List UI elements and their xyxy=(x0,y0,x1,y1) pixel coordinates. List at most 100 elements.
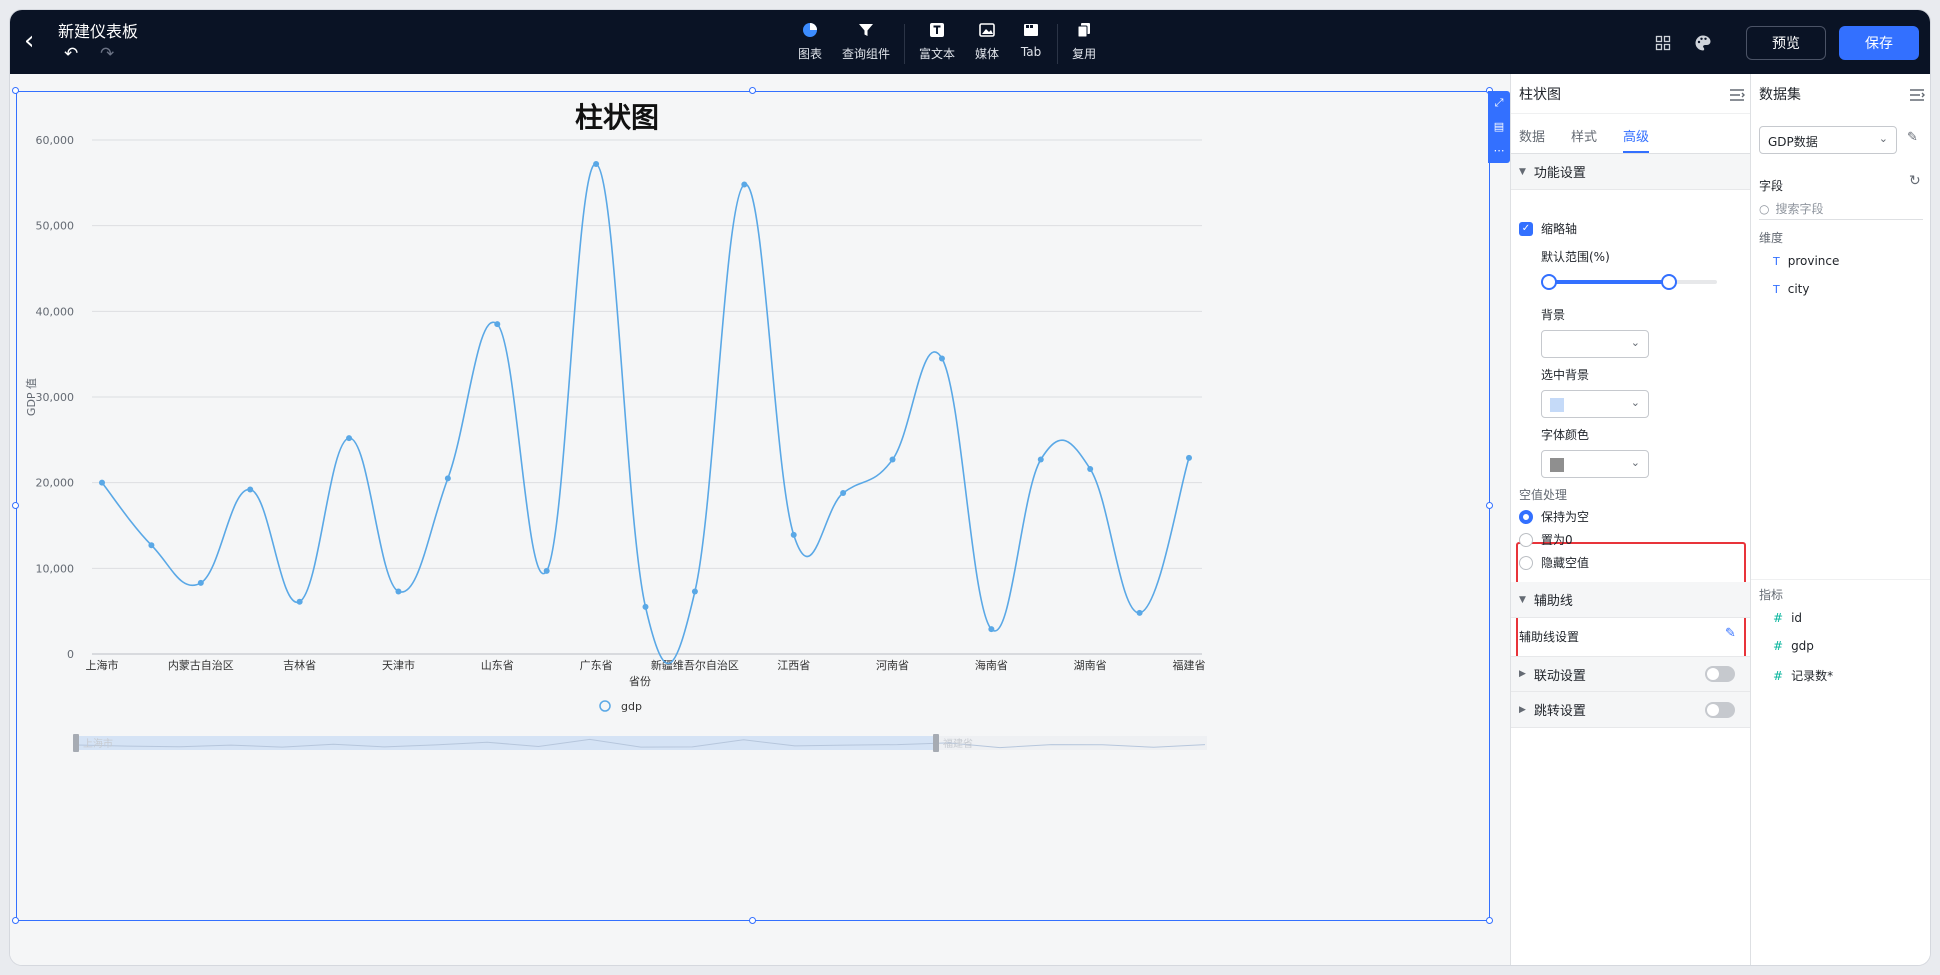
jump-toggle[interactable] xyxy=(1705,702,1735,718)
chart-title: 柱状图 xyxy=(575,101,659,134)
edit-icon[interactable]: ✎ xyxy=(1725,626,1736,641)
null-option-set-zero[interactable]: 置为0 xyxy=(1519,531,1573,548)
caret-down-icon: ▼ xyxy=(1519,166,1526,177)
props-tabs: 数据 样式 高级 xyxy=(1511,114,1750,154)
slider-fill xyxy=(1549,280,1669,284)
tool-reuse-button[interactable]: 复用 xyxy=(1062,18,1106,70)
tab-style[interactable]: 样式 xyxy=(1571,130,1598,145)
toolbar-divider xyxy=(1057,24,1059,64)
zoom-selected-range xyxy=(77,736,935,750)
preview-button[interactable]: 预览 xyxy=(1746,26,1826,60)
range-slider[interactable] xyxy=(1541,272,1717,292)
layout-icon[interactable] xyxy=(1652,32,1674,54)
text-type-icon: T xyxy=(1773,282,1780,296)
field-name: city xyxy=(1787,282,1810,296)
dimension-item[interactable]: T city xyxy=(1773,282,1809,296)
toolbar: 图表 查询组件 富文本 媒体 xyxy=(788,18,1106,70)
props-header: 柱状图 xyxy=(1511,74,1750,114)
slider-start-handle[interactable] xyxy=(1541,274,1557,290)
tool-query-button[interactable]: 查询组件 xyxy=(832,18,900,70)
dataset-selected: GDP数据 xyxy=(1768,135,1818,149)
x-tick-label: 江西省 xyxy=(777,659,810,672)
data-point xyxy=(296,598,303,605)
tool-richtext-button[interactable]: 富文本 xyxy=(909,18,965,70)
resize-handle[interactable] xyxy=(1486,502,1493,509)
resize-handle[interactable] xyxy=(12,502,19,509)
collapse-menu-icon[interactable] xyxy=(1909,87,1925,101)
radio-icon[interactable] xyxy=(1519,555,1533,570)
font-color-select[interactable]: ⌄ xyxy=(1541,450,1649,478)
section-title: 跳转设置 xyxy=(1533,704,1586,719)
measure-item[interactable]: # 记录数* xyxy=(1773,667,1833,684)
field-name: province xyxy=(1787,254,1840,268)
dataset-select[interactable]: GDP数据 ⌄ xyxy=(1759,126,1897,154)
pie-chart-icon xyxy=(798,18,822,42)
chevron-down-icon: ⌄ xyxy=(1878,132,1888,145)
resize-handle[interactable] xyxy=(12,87,19,94)
measure-item[interactable]: # id xyxy=(1773,611,1802,625)
radio-label: 隐藏空值 xyxy=(1541,556,1590,570)
chart-component[interactable]: 柱状图 0 10,000 20,000 30,000 40,000 50,000 60,000… xyxy=(16,91,1490,921)
section-auxline[interactable]: ▼ 辅助线 xyxy=(1511,582,1750,618)
dataset-panel: 数据集 GDP数据 ⌄ ✎ 字段 ↻ ○ 搜索字段 维度 T province … xyxy=(1750,74,1930,965)
data-point xyxy=(593,160,600,167)
section-title: 功能设置 xyxy=(1533,166,1586,181)
redo-icon[interactable]: ↷ xyxy=(100,44,115,64)
field-name: gdp xyxy=(1791,639,1814,653)
tool-media-button[interactable]: 媒体 xyxy=(965,18,1009,70)
radio-selected-icon[interactable] xyxy=(1519,509,1533,524)
back-button[interactable]: ‹ xyxy=(24,26,35,56)
null-handling-label: 空值处理 xyxy=(1519,488,1568,502)
null-option-keep-empty[interactable]: 保持为空 xyxy=(1519,508,1589,525)
linkage-toggle[interactable] xyxy=(1705,666,1735,682)
tool-chart-button[interactable]: 图表 xyxy=(788,18,832,70)
chevron-down-icon: ⌄ xyxy=(1630,396,1640,409)
save-button[interactable]: 保存 xyxy=(1839,26,1919,60)
x-tick-label: 海南省 xyxy=(975,658,1008,672)
dashboard-title[interactable]: 新建仪表板 xyxy=(58,22,139,41)
resize-handle[interactable] xyxy=(749,917,756,924)
series-line-gdp xyxy=(101,163,1190,665)
color-swatch xyxy=(1550,458,1564,472)
data-point xyxy=(197,579,204,586)
dimension-label: 维度 xyxy=(1759,231,1784,245)
refresh-icon[interactable]: ↻ xyxy=(1909,173,1921,189)
undo-icon[interactable]: ↶ xyxy=(64,44,79,64)
resize-handle[interactable] xyxy=(12,917,19,924)
resize-handle[interactable] xyxy=(749,87,756,94)
collapse-menu-icon[interactable] xyxy=(1729,87,1745,101)
data-point xyxy=(1087,465,1094,472)
section-title: 联动设置 xyxy=(1533,668,1586,684)
null-option-hide[interactable]: 隐藏空值 xyxy=(1519,554,1589,571)
field-name: 记录数* xyxy=(1791,669,1834,683)
tab-data[interactable]: 数据 xyxy=(1519,130,1546,145)
data-point xyxy=(99,479,105,486)
fullscreen-icon[interactable]: ⤢ xyxy=(1494,96,1504,109)
selected-bg-color-select[interactable]: ⌄ xyxy=(1541,390,1649,418)
data-point xyxy=(938,355,945,362)
section-function-settings[interactable]: ▼ 功能设置 xyxy=(1511,154,1750,190)
edit-icon[interactable]: ✎ xyxy=(1907,130,1918,145)
checkbox-checked-icon[interactable]: ✓ xyxy=(1519,221,1533,236)
slider-end-handle[interactable] xyxy=(1661,274,1677,290)
data-point xyxy=(691,588,698,595)
measure-item[interactable]: # gdp xyxy=(1773,639,1814,653)
data-point xyxy=(346,435,353,442)
field-search[interactable]: ○ 搜索字段 xyxy=(1759,198,1923,220)
dimension-item[interactable]: T province xyxy=(1773,254,1839,268)
tab-advanced[interactable]: 高级 xyxy=(1623,126,1650,153)
color-swatch xyxy=(1550,398,1564,412)
dashboard-canvas: 柱状图 0 10,000 20,000 30,000 40,000 50,000 60,000… xyxy=(10,74,1510,965)
more-icon[interactable]: ⋯ xyxy=(1493,144,1505,157)
theme-palette-icon[interactable] xyxy=(1692,32,1714,54)
radio-icon[interactable] xyxy=(1519,532,1533,547)
thumbnail-axis-checkbox-row[interactable]: ✓ 缩略轴 xyxy=(1519,220,1577,237)
data-point xyxy=(1186,454,1192,461)
data-point xyxy=(1037,456,1044,463)
tool-tab-button[interactable]: Tab xyxy=(1009,18,1053,70)
background-color-select[interactable]: ⌄ xyxy=(1541,330,1649,358)
x-tick-label: 福建省 xyxy=(1173,658,1206,672)
data-point xyxy=(444,475,451,482)
resize-handle[interactable] xyxy=(1486,917,1493,924)
detail-icon[interactable]: ▤ xyxy=(1493,120,1505,133)
